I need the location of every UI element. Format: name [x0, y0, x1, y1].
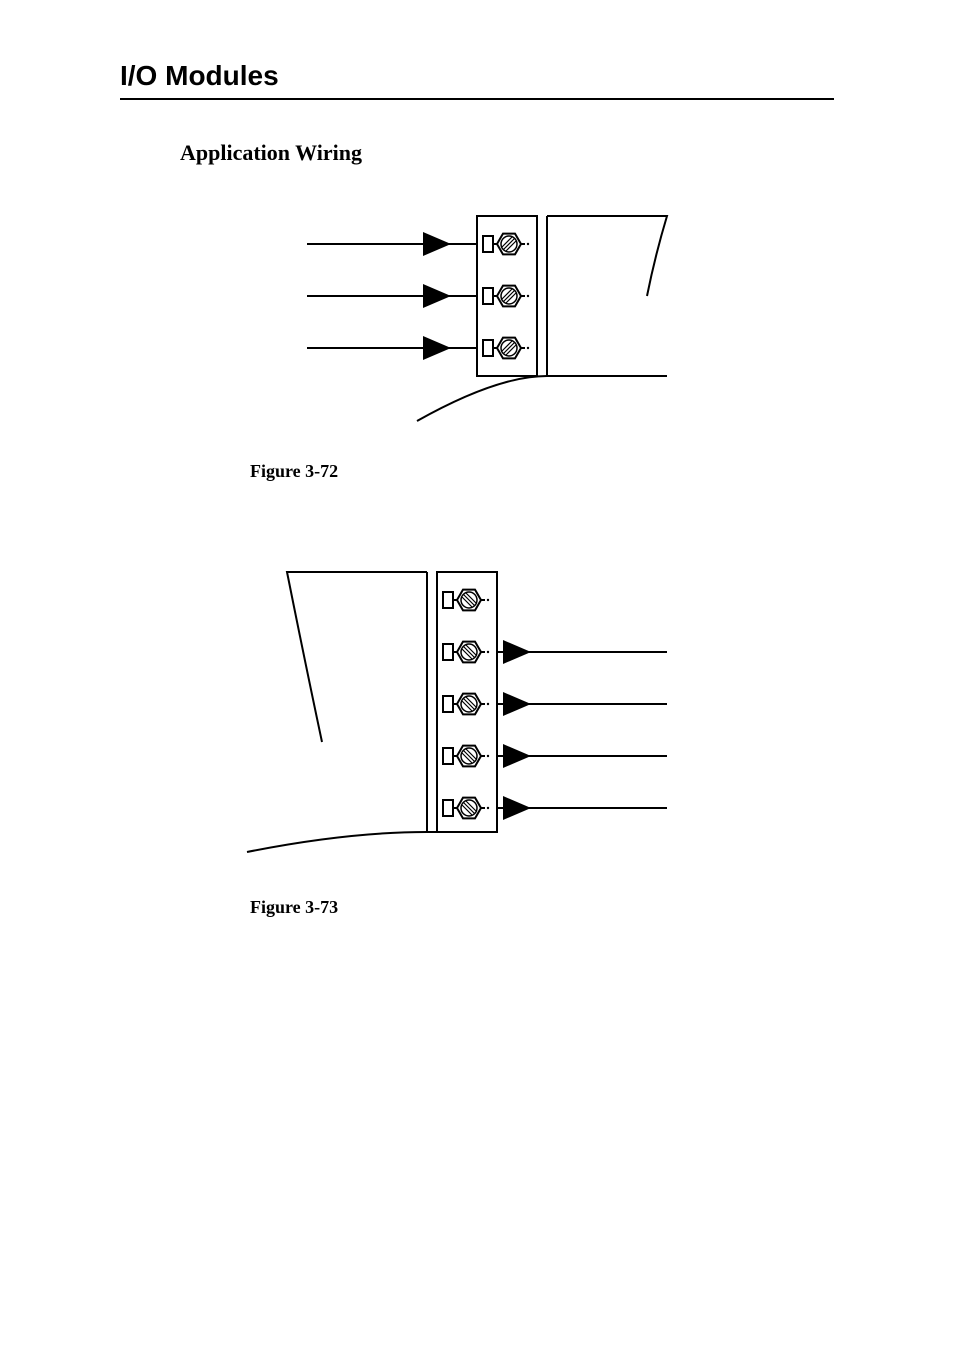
figure-3-73 [120, 532, 834, 877]
wiring-diagram-2 [227, 532, 727, 872]
wiring-diagram-1 [247, 196, 707, 436]
figure-caption-2: Figure 3-73 [250, 897, 834, 918]
figure-3-72 [120, 196, 834, 441]
subsection-title: Application Wiring [180, 140, 834, 166]
figure-caption-1: Figure 3-72 [250, 461, 834, 482]
section-title: I/O Modules [120, 60, 834, 100]
